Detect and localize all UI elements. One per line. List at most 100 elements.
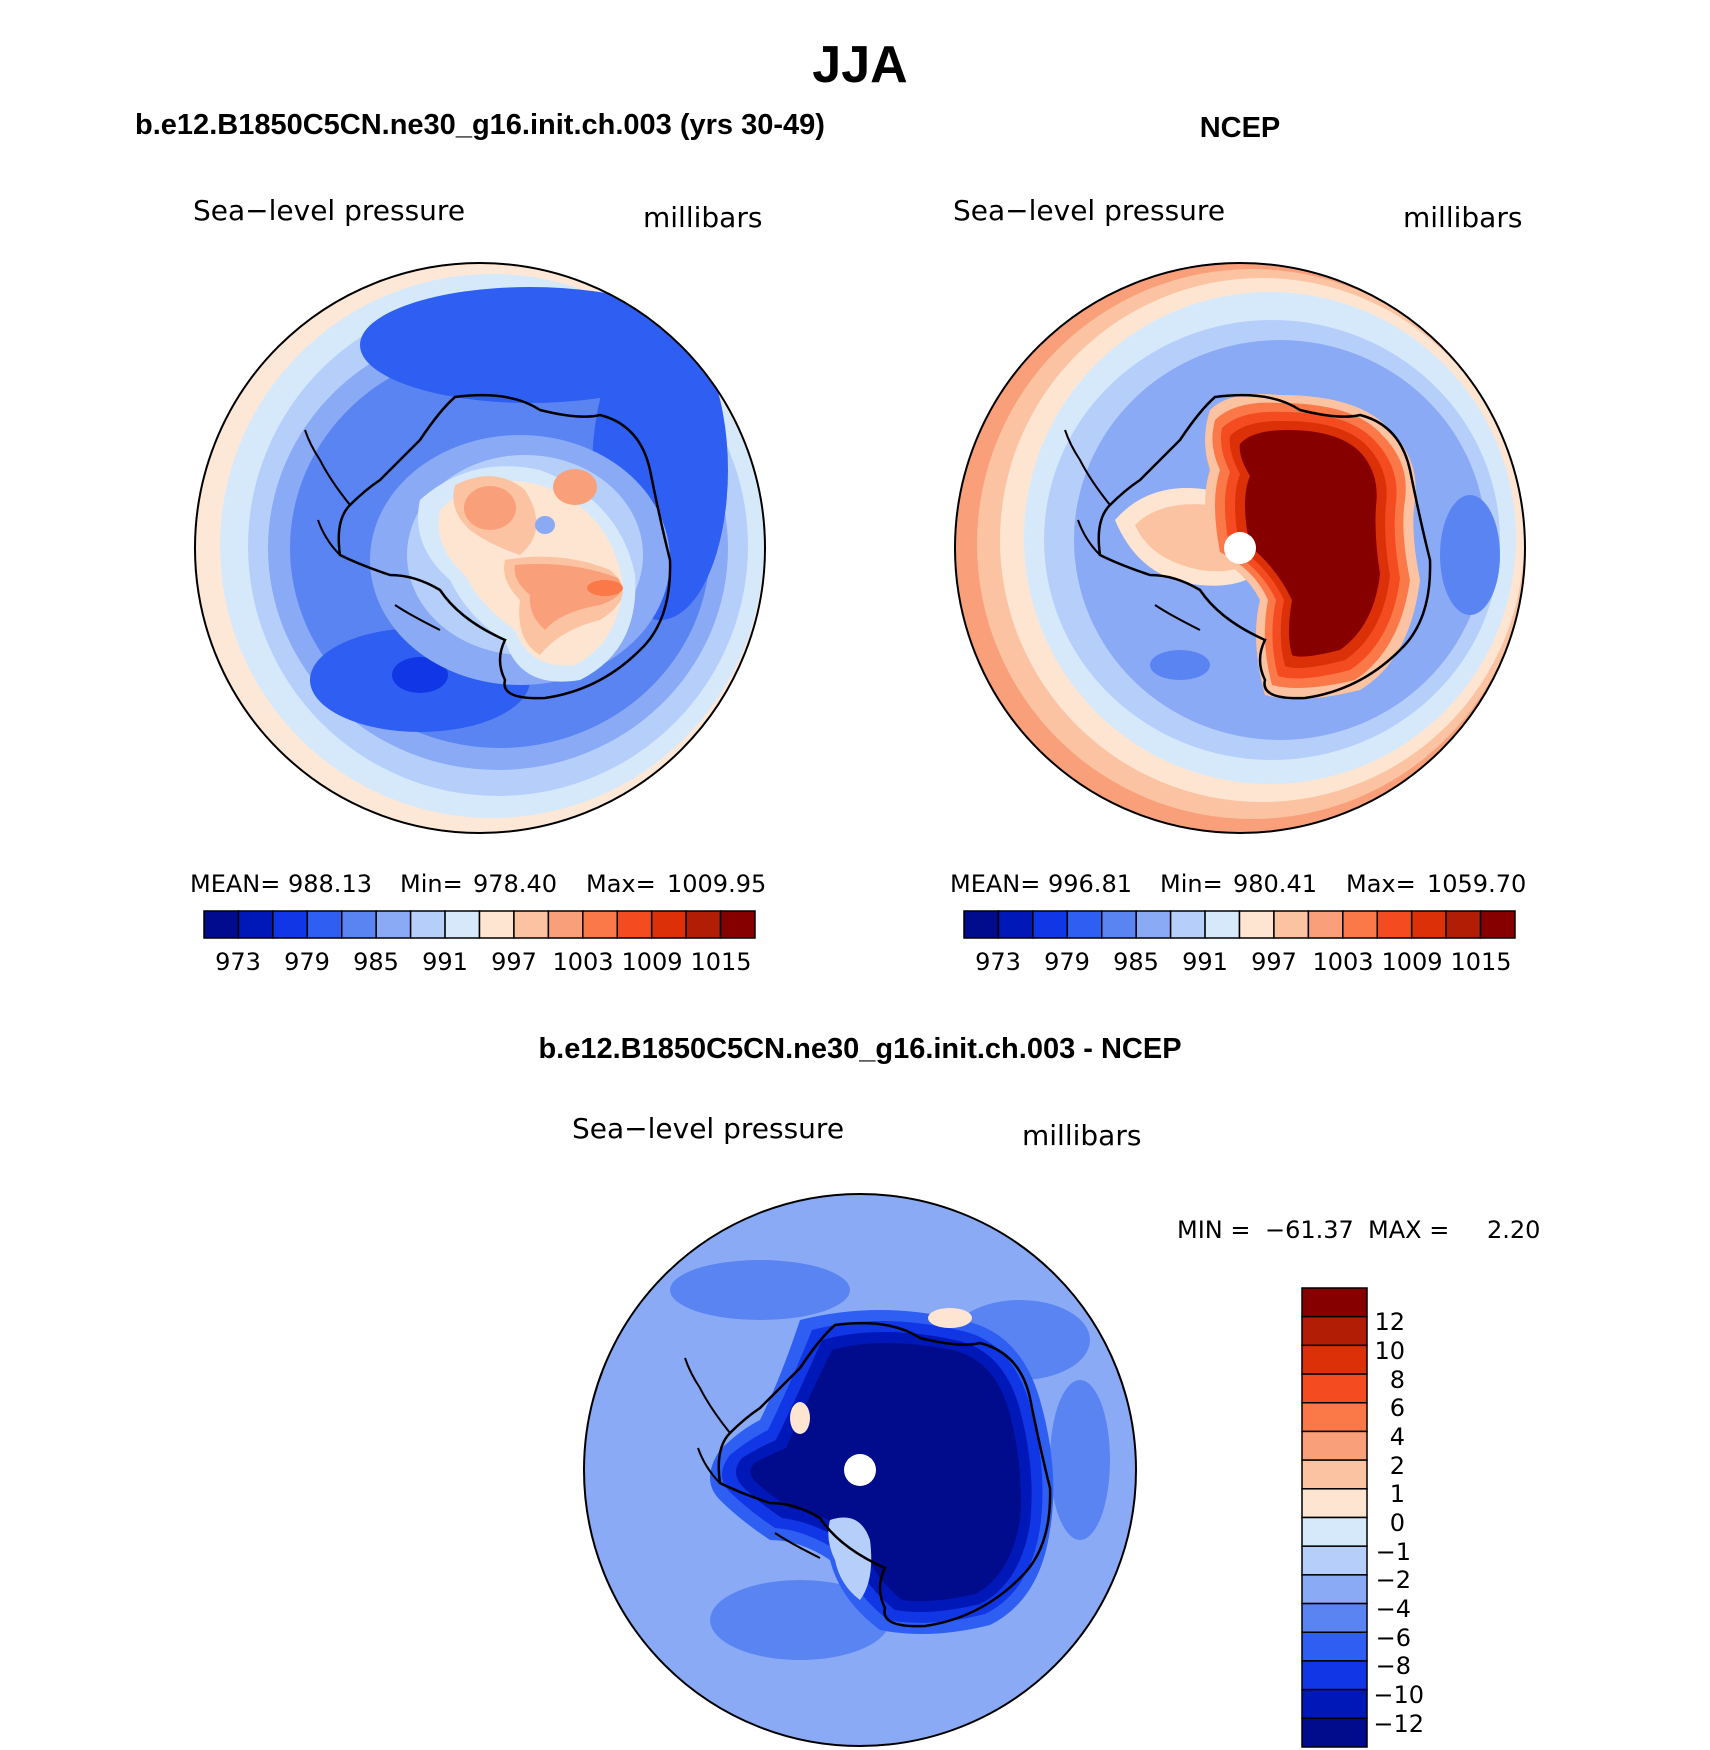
panel-a-tick: 991 — [422, 948, 468, 976]
panel-c-tick: −8 — [1376, 1652, 1411, 1680]
panel-b-variable: Sea−level pressure — [953, 194, 1225, 227]
panel-c-colorbar-box — [1301, 1344, 1368, 1375]
panel-b-colorbar-box — [1204, 910, 1241, 939]
panel-c-tick: 12 — [1374, 1308, 1405, 1336]
panel-c-colorbar-box — [1301, 1373, 1368, 1404]
panel-c-tick: 0 — [1390, 1509, 1405, 1537]
panel-b-low-east — [1440, 495, 1500, 615]
panel-c-tick: 1 — [1390, 1480, 1405, 1508]
panel-c-map-border — [583, 1193, 1137, 1747]
panel-a-colorbar — [203, 910, 756, 939]
panel-a-tick: 979 — [284, 948, 330, 976]
panel-c-ice-core — [750, 1343, 1021, 1602]
panel-c-colorbar — [1301, 1287, 1368, 1748]
panel-a-colorbar-box — [719, 910, 756, 939]
panel-a-tick: 997 — [491, 948, 537, 976]
panel-b-tick: 979 — [1044, 948, 1090, 976]
panel-b-max: 1059.70 — [1427, 870, 1526, 898]
panel-b-colorbar-box — [1238, 910, 1275, 939]
panel-c-colorbar-box — [1301, 1545, 1368, 1576]
panel-b-colorbar-box — [963, 910, 1000, 939]
panel-c-colorbar-box — [1301, 1516, 1368, 1547]
panel-b-tick: 973 — [975, 948, 1021, 976]
panel-a-colorbar-box — [582, 910, 618, 939]
panel-b-colorbar-box — [1376, 910, 1413, 939]
panel-b-colorbar-box — [1342, 910, 1378, 939]
panel-a-colorbar-box — [513, 910, 550, 939]
panel-c-colorbar-box — [1301, 1631, 1368, 1662]
panel-b-colorbar-box — [1135, 910, 1172, 939]
panel-c-colorbar-box — [1301, 1688, 1368, 1720]
panel-a-variable: Sea−level pressure — [193, 194, 465, 227]
panel-a-tick: 1009 — [621, 948, 682, 976]
panel-c-pos-2 — [790, 1402, 810, 1434]
panel-c-tick: −12 — [1373, 1710, 1424, 1738]
panel-b-coastline — [1097, 393, 1432, 700]
panel-a-dip — [535, 516, 555, 534]
panel-c-colorbar-box — [1301, 1430, 1368, 1461]
panel-a-map — [195, 263, 765, 833]
panel-b-heading: NCEP — [1200, 112, 1281, 144]
panel-b-colorbar-box — [1101, 910, 1137, 939]
panel-b-tick: 985 — [1113, 948, 1159, 976]
panel-b-low-sw — [1150, 650, 1210, 680]
panel-a-colorbar-box — [444, 910, 481, 939]
panel-b-map — [955, 263, 1525, 833]
panel-c-tick: −1 — [1376, 1538, 1411, 1566]
panel-a-colorbar-box — [616, 910, 653, 939]
panel-b-stats: MEAN= 996.81 Min= 980.41 Max= 1059.70 — [950, 870, 1526, 898]
panel-c-blob-n1 — [670, 1260, 850, 1320]
panel-c-units: millibars — [1022, 1119, 1141, 1152]
panel-b-tick: 997 — [1251, 948, 1297, 976]
panel-a-map-border — [194, 262, 766, 834]
panel-b-colorbar-ticks: 973 979 985 991 997 1003 1009 1015 — [975, 948, 1511, 976]
panel-b-tick: 1009 — [1381, 948, 1442, 976]
panel-a: Sea−level pressure millibars — [190, 194, 766, 976]
panel-b-colorbar-box — [1410, 910, 1447, 939]
panel-c-colorbar-box — [1301, 1402, 1368, 1433]
panel-a-heading: b.e12.B1850C5CN.ne30_g16.init.ch.003 (yr… — [135, 109, 825, 141]
figure-title: JJA — [812, 36, 907, 94]
panel-c-colorbar-box — [1301, 1459, 1368, 1490]
panel-c-colorbar-box — [1301, 1602, 1368, 1633]
panel-a-units: millibars — [643, 201, 762, 234]
panel-b-map-border — [954, 262, 1526, 834]
panel-c-map — [584, 1194, 1136, 1746]
panel-b-max-label: Max= — [1346, 870, 1416, 898]
panel-c-blob-sw — [710, 1580, 890, 1660]
panel-b-colorbar — [963, 910, 1516, 939]
panel-c-tick: 8 — [1390, 1366, 1405, 1394]
panel-a-colorbar-box — [237, 910, 274, 939]
panel-b-tick: 1015 — [1450, 948, 1511, 976]
panel-c-tick: 6 — [1390, 1394, 1405, 1422]
panel-c-colorbar-box — [1301, 1287, 1368, 1318]
panel-c-tick: 4 — [1390, 1423, 1405, 1451]
panel-c-heading: b.e12.B1850C5CN.ne30_g16.init.ch.003 - N… — [538, 1033, 1181, 1065]
panel-a-high-8 — [587, 580, 623, 596]
panel-b-colorbar-box — [1066, 910, 1103, 939]
panel-b-units: millibars — [1403, 201, 1522, 234]
panel-a-coastline — [337, 393, 672, 700]
panel-c-peninsula — [684, 1357, 821, 1559]
panel-a-colorbar-box — [650, 910, 687, 939]
panel-a-stats: MEAN= 988.13 Min= 978.40 Max= 1009.95 — [190, 870, 766, 898]
panel-a-colorbar-box — [341, 910, 377, 939]
panel-c-tick: −6 — [1376, 1624, 1411, 1652]
panel-a-mean: 988.13 — [288, 870, 372, 898]
panel-c-min-label: MIN = — [1177, 1216, 1250, 1244]
panel-c-tick: −4 — [1376, 1595, 1411, 1623]
panel-b-colorbar-box — [1307, 910, 1344, 939]
panel-c-min: −61.37 — [1265, 1216, 1354, 1244]
panel-a-colorbar-box — [547, 910, 584, 939]
panel-a-colorbar-box — [409, 910, 446, 939]
panel-c-max: 2.20 — [1487, 1216, 1540, 1244]
panel-c-blob-e — [1050, 1380, 1110, 1540]
panel-b-mean-label: MEAN= — [950, 870, 1040, 898]
panel-a-colorbar-box — [306, 910, 343, 939]
panel-a-colorbar-ticks: 973 979 985 991 997 1003 1009 1015 — [215, 948, 751, 976]
panel-b-colorbar-box — [1032, 910, 1069, 939]
panel-c-stats: MIN = −61.37 MAX = 2.20 — [1177, 1216, 1540, 1244]
panel-c-tick: 10 — [1374, 1337, 1405, 1365]
panel-b-colorbar-box — [1445, 910, 1482, 939]
